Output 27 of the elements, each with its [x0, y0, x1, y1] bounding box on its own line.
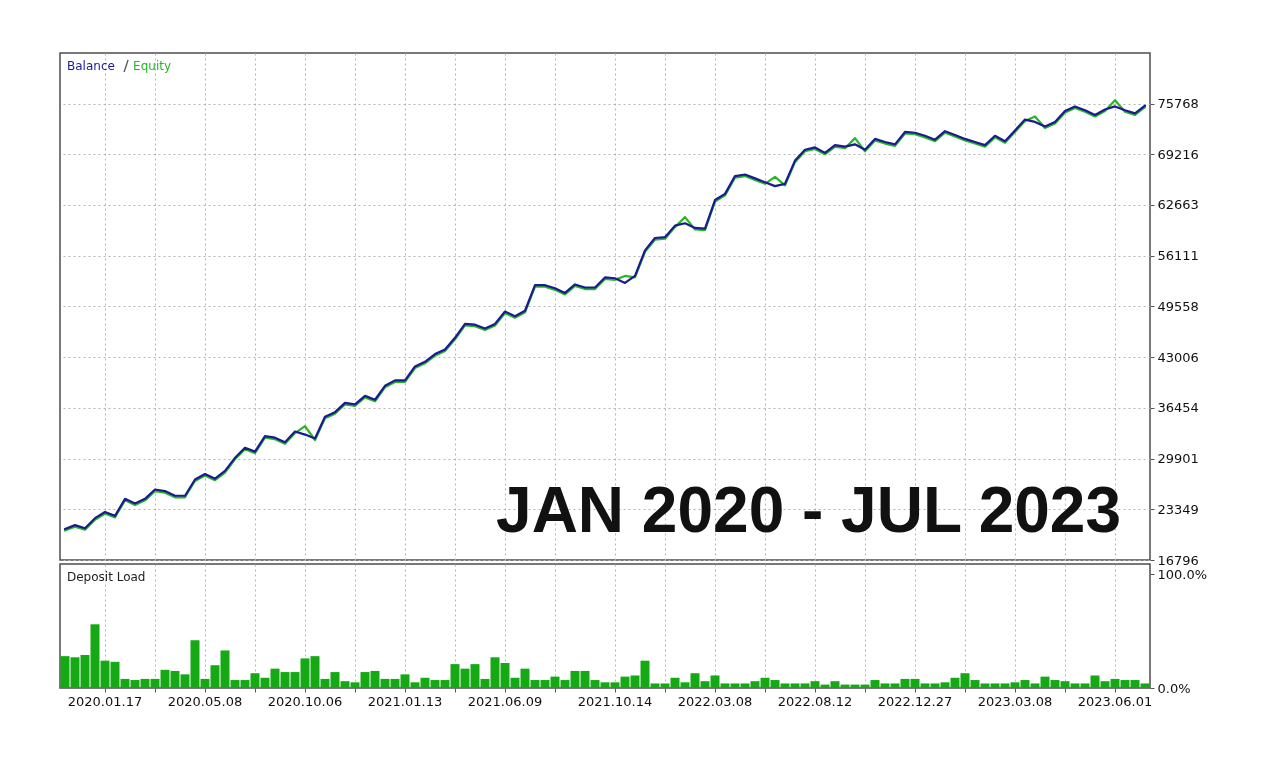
y-tick-label: 36454	[1157, 400, 1199, 416]
y-tick-label: 0.0%	[1157, 680, 1191, 696]
x-tick-label: 2021.01.13	[367, 693, 443, 709]
x-tick-label: 2023.06.01	[1077, 693, 1153, 709]
x-tick-label: 2022.12.27	[877, 693, 953, 709]
y-tick-label: 75768	[1157, 96, 1199, 112]
y-tick-label: 43006	[1157, 349, 1199, 365]
x-tick-label: 2020.10.06	[267, 693, 343, 709]
y-tick-label: 100.0%	[1157, 566, 1208, 582]
x-tick-label: 2020.05.08	[167, 693, 243, 709]
x-tick-label: 2022.08.12	[777, 693, 853, 709]
x-tick-label: 2022.03.08	[677, 693, 753, 709]
annotation: JAN 2020 - JUL 2023	[496, 474, 1121, 546]
y-tick-label: 62663	[1157, 197, 1199, 213]
x-tick-label: 2021.06.09	[467, 693, 543, 709]
y-tick-label: 49558	[1157, 298, 1199, 314]
text: Balance	[67, 59, 115, 73]
y-tick-label: 16796	[1157, 552, 1199, 568]
x-tick-label: 2023.03.08	[977, 693, 1053, 709]
text: Deposit Load	[67, 570, 146, 584]
x-tick-label: 2020.01.17	[67, 693, 143, 709]
y-tick-label: 23349	[1157, 501, 1199, 517]
y-tick-label: 29901	[1157, 451, 1199, 467]
y-tick-label: 69216	[1157, 146, 1199, 162]
text: Equity	[133, 59, 172, 73]
x-tick-label: 2021.10.14	[577, 693, 653, 709]
y-tick-label: 56111	[1157, 248, 1199, 264]
